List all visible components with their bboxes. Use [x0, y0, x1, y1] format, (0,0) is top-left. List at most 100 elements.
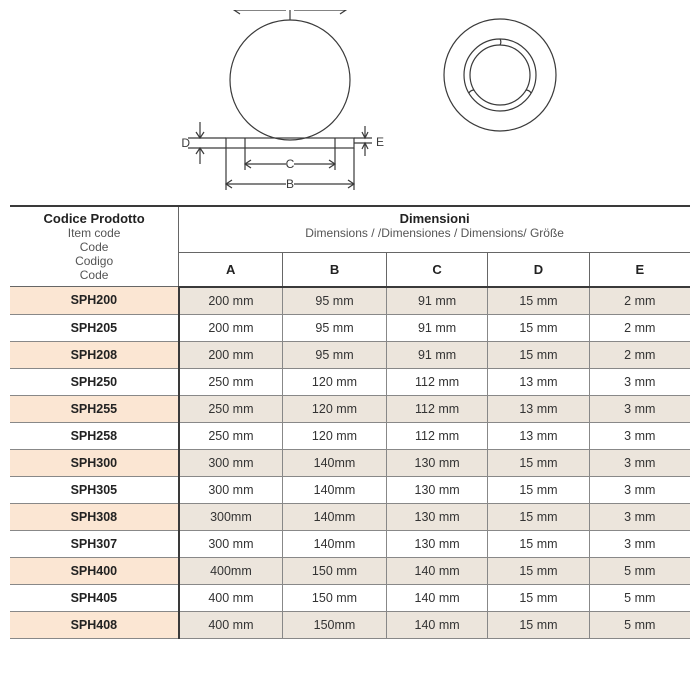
- dimension-value: 150 mm: [283, 557, 387, 584]
- dimension-value: 140 mm: [386, 557, 487, 584]
- dimension-value: 15 mm: [488, 314, 589, 341]
- dimension-value: 400mm: [179, 557, 283, 584]
- table-row: SPH200200 mm95 mm91 mm15 mm2 mm: [10, 287, 690, 315]
- dimension-value: 95 mm: [283, 314, 387, 341]
- dimension-value: 130 mm: [386, 503, 487, 530]
- dimension-value: 140mm: [283, 530, 387, 557]
- dimension-value: 250 mm: [179, 368, 283, 395]
- product-code: SPH258: [10, 422, 179, 449]
- dimension-value: 400 mm: [179, 584, 283, 611]
- table-row: SPH300300 mm140mm130 mm15 mm3 mm: [10, 449, 690, 476]
- dimension-value: 112 mm: [386, 368, 487, 395]
- dimension-value: 200 mm: [179, 314, 283, 341]
- diagram-label-e: E: [376, 135, 384, 149]
- product-code: SPH200: [10, 287, 179, 315]
- dimension-value: 5 mm: [589, 557, 690, 584]
- dimension-value: 300mm: [179, 503, 283, 530]
- table-row: SPH305300 mm140mm130 mm15 mm3 mm: [10, 476, 690, 503]
- product-code: SPH250: [10, 368, 179, 395]
- dimension-value: 2 mm: [589, 314, 690, 341]
- col-header-e: E: [589, 252, 690, 286]
- dimension-value: 140 mm: [386, 584, 487, 611]
- dimension-value: 91 mm: [386, 341, 487, 368]
- diagram-label-b: B: [286, 177, 294, 191]
- table-row: SPH400400mm150 mm140 mm15 mm5 mm: [10, 557, 690, 584]
- dimension-value: 3 mm: [589, 476, 690, 503]
- header-product-sub-2: Codigo: [16, 254, 172, 268]
- dimension-value: 150mm: [283, 611, 387, 638]
- dimension-value: 112 mm: [386, 395, 487, 422]
- dimension-value: 130 mm: [386, 476, 487, 503]
- dimension-value: 250 mm: [179, 422, 283, 449]
- dimension-value: 15 mm: [488, 584, 589, 611]
- dimension-value: 200 mm: [179, 287, 283, 315]
- dimension-value: 3 mm: [589, 368, 690, 395]
- dimension-value: 13 mm: [488, 368, 589, 395]
- diagram-label-c: C: [286, 157, 295, 171]
- dimension-value: 15 mm: [488, 287, 589, 315]
- col-header-b: B: [283, 252, 387, 286]
- dimension-value: 5 mm: [589, 611, 690, 638]
- table-row: SPH258250 mm120 mm112 mm13 mm3 mm: [10, 422, 690, 449]
- dimension-value: 13 mm: [488, 422, 589, 449]
- dimensions-table: Codice Prodotto Item code Code Codigo Co…: [10, 205, 690, 639]
- dimension-value: 91 mm: [386, 314, 487, 341]
- dimension-value: 15 mm: [488, 611, 589, 638]
- product-code: SPH408: [10, 611, 179, 638]
- table-row: SPH255250 mm120 mm112 mm13 mm3 mm: [10, 395, 690, 422]
- product-code: SPH305: [10, 476, 179, 503]
- dimension-value: 15 mm: [488, 530, 589, 557]
- header-product-title: Codice Prodotto: [16, 211, 172, 226]
- dimension-value: 2 mm: [589, 287, 690, 315]
- dimension-value: 130 mm: [386, 530, 487, 557]
- header-product-sub-3: Code: [16, 268, 172, 282]
- dimension-value: 150 mm: [283, 584, 387, 611]
- product-code: SPH300: [10, 449, 179, 476]
- dimension-value: 140mm: [283, 449, 387, 476]
- dimension-value: 300 mm: [179, 449, 283, 476]
- dimension-value: 95 mm: [283, 287, 387, 315]
- dimension-value: 15 mm: [488, 449, 589, 476]
- product-code: SPH308: [10, 503, 179, 530]
- table-row: SPH308300mm140mm130 mm15 mm3 mm: [10, 503, 690, 530]
- dimension-value: 120 mm: [283, 395, 387, 422]
- dimension-value: 91 mm: [386, 287, 487, 315]
- header-dimensions-sub: Dimensions / /Dimensiones / Dimensions/ …: [185, 226, 684, 240]
- col-header-c: C: [386, 252, 487, 286]
- product-code: SPH208: [10, 341, 179, 368]
- dimension-value: 13 mm: [488, 395, 589, 422]
- dimension-value: 15 mm: [488, 476, 589, 503]
- dimension-value: 400 mm: [179, 611, 283, 638]
- table-header-main: Codice Prodotto Item code Code Codigo Co…: [10, 206, 690, 252]
- dimension-value: 95 mm: [283, 341, 387, 368]
- dimension-value: 120 mm: [283, 422, 387, 449]
- dimension-value: 130 mm: [386, 449, 487, 476]
- table-row: SPH208200 mm95 mm91 mm15 mm2 mm: [10, 341, 690, 368]
- col-header-a: A: [179, 252, 283, 286]
- dimension-value: 15 mm: [488, 341, 589, 368]
- dimension-value: 3 mm: [589, 449, 690, 476]
- dimension-value: 112 mm: [386, 422, 487, 449]
- table-row: SPH205200 mm95 mm91 mm15 mm2 mm: [10, 314, 690, 341]
- diagram-label-d: D: [181, 136, 190, 150]
- dimension-value: 5 mm: [589, 584, 690, 611]
- table-row: SPH307300 mm140mm130 mm15 mm3 mm: [10, 530, 690, 557]
- dimension-value: 120 mm: [283, 368, 387, 395]
- dimension-value: 3 mm: [589, 422, 690, 449]
- table-row: SPH405400 mm150 mm140 mm15 mm5 mm: [10, 584, 690, 611]
- dimension-value: 140mm: [283, 476, 387, 503]
- product-code: SPH405: [10, 584, 179, 611]
- col-header-d: D: [488, 252, 589, 286]
- header-dimensions-title: Dimensioni: [185, 211, 684, 226]
- dimension-value: 15 mm: [488, 557, 589, 584]
- table-body: SPH200200 mm95 mm91 mm15 mm2 mmSPH205200…: [10, 287, 690, 639]
- dimension-value: 3 mm: [589, 530, 690, 557]
- dimension-value: 140 mm: [386, 611, 487, 638]
- product-code: SPH205: [10, 314, 179, 341]
- dimension-value: 2 mm: [589, 341, 690, 368]
- dimension-value: 140mm: [283, 503, 387, 530]
- dimension-value: 300 mm: [179, 476, 283, 503]
- dimension-value: 200 mm: [179, 341, 283, 368]
- diagram-label-a: A: [286, 10, 294, 11]
- dimension-value: 15 mm: [488, 503, 589, 530]
